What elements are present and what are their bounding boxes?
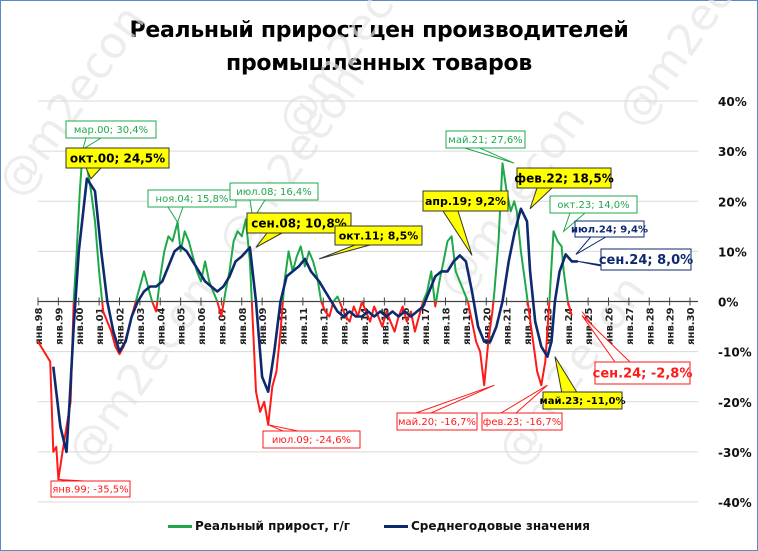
callout: янв.99; -35,5% (50, 478, 131, 498)
legend: Реальный прирост, г/г Среднегодовые знач… (0, 519, 758, 533)
x-tick-label: янв.21 (503, 307, 514, 344)
x-tick-label: янв.27 (625, 307, 636, 344)
callout: окт.11; 8,5% (318, 225, 423, 260)
callout: сен.24; -2,8% (581, 315, 693, 385)
callout-label: июл.08; 16,4% (236, 187, 312, 198)
x-tick-label: янв.22 (523, 307, 534, 344)
y-tick-label: -30% (718, 446, 752, 460)
callout-label: апр.19; 9,2% (425, 195, 506, 208)
callout-label: июл.24; 9,4% (571, 225, 648, 236)
y-tick-label: -20% (718, 396, 752, 410)
x-tick-label: янв.30 (686, 307, 697, 344)
callout-label: ноя.04; 15,8% (156, 194, 229, 205)
y-tick-label: 30% (718, 145, 747, 159)
callout: сен.08; 10,8% (246, 212, 352, 248)
y-tick-label: 40% (718, 95, 747, 109)
callout-label: июл.09; -24,6% (272, 435, 351, 446)
x-tick-label: янв.01 (95, 307, 106, 344)
x-tick-label: янв.06 (197, 307, 208, 344)
callout-label: янв.99; -35,5% (52, 485, 128, 496)
callout: фев.23; -16,7% (481, 384, 563, 431)
svg-text:@m2econ: @m2econ (0, 0, 156, 206)
callout-label: сен.24; 8,0% (599, 253, 693, 268)
callout-label: окт.00; 24,5% (70, 151, 165, 165)
callout-label: май.20; -16,7% (398, 417, 476, 428)
callout: май.21; 27,6% (445, 130, 526, 164)
callout-label: май.23; -11,0% (540, 396, 626, 407)
legend-swatch-green (167, 524, 192, 528)
legend-swatch-navy (383, 524, 408, 528)
callout: июл.08; 16,4% (229, 182, 319, 221)
callout-label: мар.00; 30,4% (74, 125, 148, 136)
callout: июл.24; 9,4% (571, 220, 648, 255)
legend-label-average: Среднегодовые значения (410, 519, 590, 533)
x-tick-label: янв.02 (116, 307, 127, 344)
y-tick-label: 0% (718, 296, 738, 310)
callout: ноя.04; 15,8% (147, 189, 237, 224)
callout: сен.24; 8,0% (577, 248, 693, 271)
svg-text:@m2econ: @m2econ (267, 0, 436, 146)
chart-title: Реальный прирост цен производителей пром… (0, 14, 758, 80)
legend-item-average: Среднегодовые значения (383, 519, 590, 533)
svg-text:@m2econ: @m2econ (607, 0, 758, 136)
callout: окт.00; 24,5% (65, 147, 170, 180)
callout: мар.00; 30,4% (65, 120, 157, 151)
x-tick-label: янв.16 (401, 307, 412, 344)
x-tick-label: янв.28 (645, 307, 656, 344)
x-tick-label: янв.20 (482, 307, 493, 344)
y-tick-label: 10% (718, 245, 747, 259)
x-tick-label: янв.26 (605, 307, 616, 344)
callout-label: окт.23; 14,0% (557, 200, 629, 211)
y-tick-label: -40% (718, 496, 752, 510)
x-tick-label: янв.12 (319, 307, 330, 344)
x-tick-label: янв.11 (299, 307, 310, 344)
x-tick-label: янв.99 (54, 307, 65, 344)
callout: окт.23; 14,0% (549, 195, 638, 233)
x-tick-label: янв.10 (279, 307, 290, 344)
x-tick-label: янв.00 (75, 307, 86, 344)
callout-label: сен.24; -2,8% (593, 367, 693, 382)
x-tick-label: янв.98 (34, 307, 45, 344)
x-tick-label: янв.03 (136, 307, 147, 344)
x-tick-label: янв.13 (340, 307, 351, 344)
y-tick-label: -10% (718, 346, 752, 360)
x-tick-label: янв.05 (177, 307, 188, 344)
x-tick-label: янв.07 (217, 307, 228, 344)
callout: июл.09; -24,6% (262, 424, 361, 449)
x-tick-label: янв.19 (462, 307, 473, 344)
callout-label: фев.23; -16,7% (483, 417, 561, 428)
y-tick-label: 20% (718, 195, 747, 209)
x-tick-label: янв.23 (543, 307, 554, 344)
x-tick-label: янв.14 (360, 307, 371, 344)
x-tick-label: янв.09 (258, 307, 269, 344)
x-tick-label: янв.04 (156, 307, 167, 344)
callout: май.20; -16,7% (396, 384, 495, 431)
x-tick-label: янв.18 (442, 307, 453, 344)
x-tick-label: янв.08 (238, 307, 249, 344)
callout-label: фев.22; 18,5% (514, 171, 614, 185)
callout: май.23; -11,0% (540, 356, 626, 410)
x-tick-label: янв.15 (380, 307, 391, 344)
callout: апр.19; 9,2% (422, 190, 509, 256)
callout: фев.22; 18,5% (514, 167, 614, 210)
series-annual-average (52, 177, 578, 454)
series-real-positive (72, 148, 569, 302)
x-tick-label: янв.29 (666, 307, 677, 344)
callout-label: май.21; 27,6% (448, 135, 522, 146)
legend-item-real: Реальный прирост, г/г (167, 519, 350, 533)
title-line-2: промышленных товаров (226, 51, 532, 76)
callout-label: сен.08; 10,8% (251, 216, 346, 230)
x-tick-label: янв.17 (421, 307, 432, 344)
title-line-1: Реальный прирост цен производителей (129, 18, 629, 43)
callout-label: окт.11; 8,5% (339, 229, 419, 242)
x-tick-label: янв.24 (564, 307, 575, 344)
legend-label-real: Реальный прирост, г/г (194, 519, 350, 533)
